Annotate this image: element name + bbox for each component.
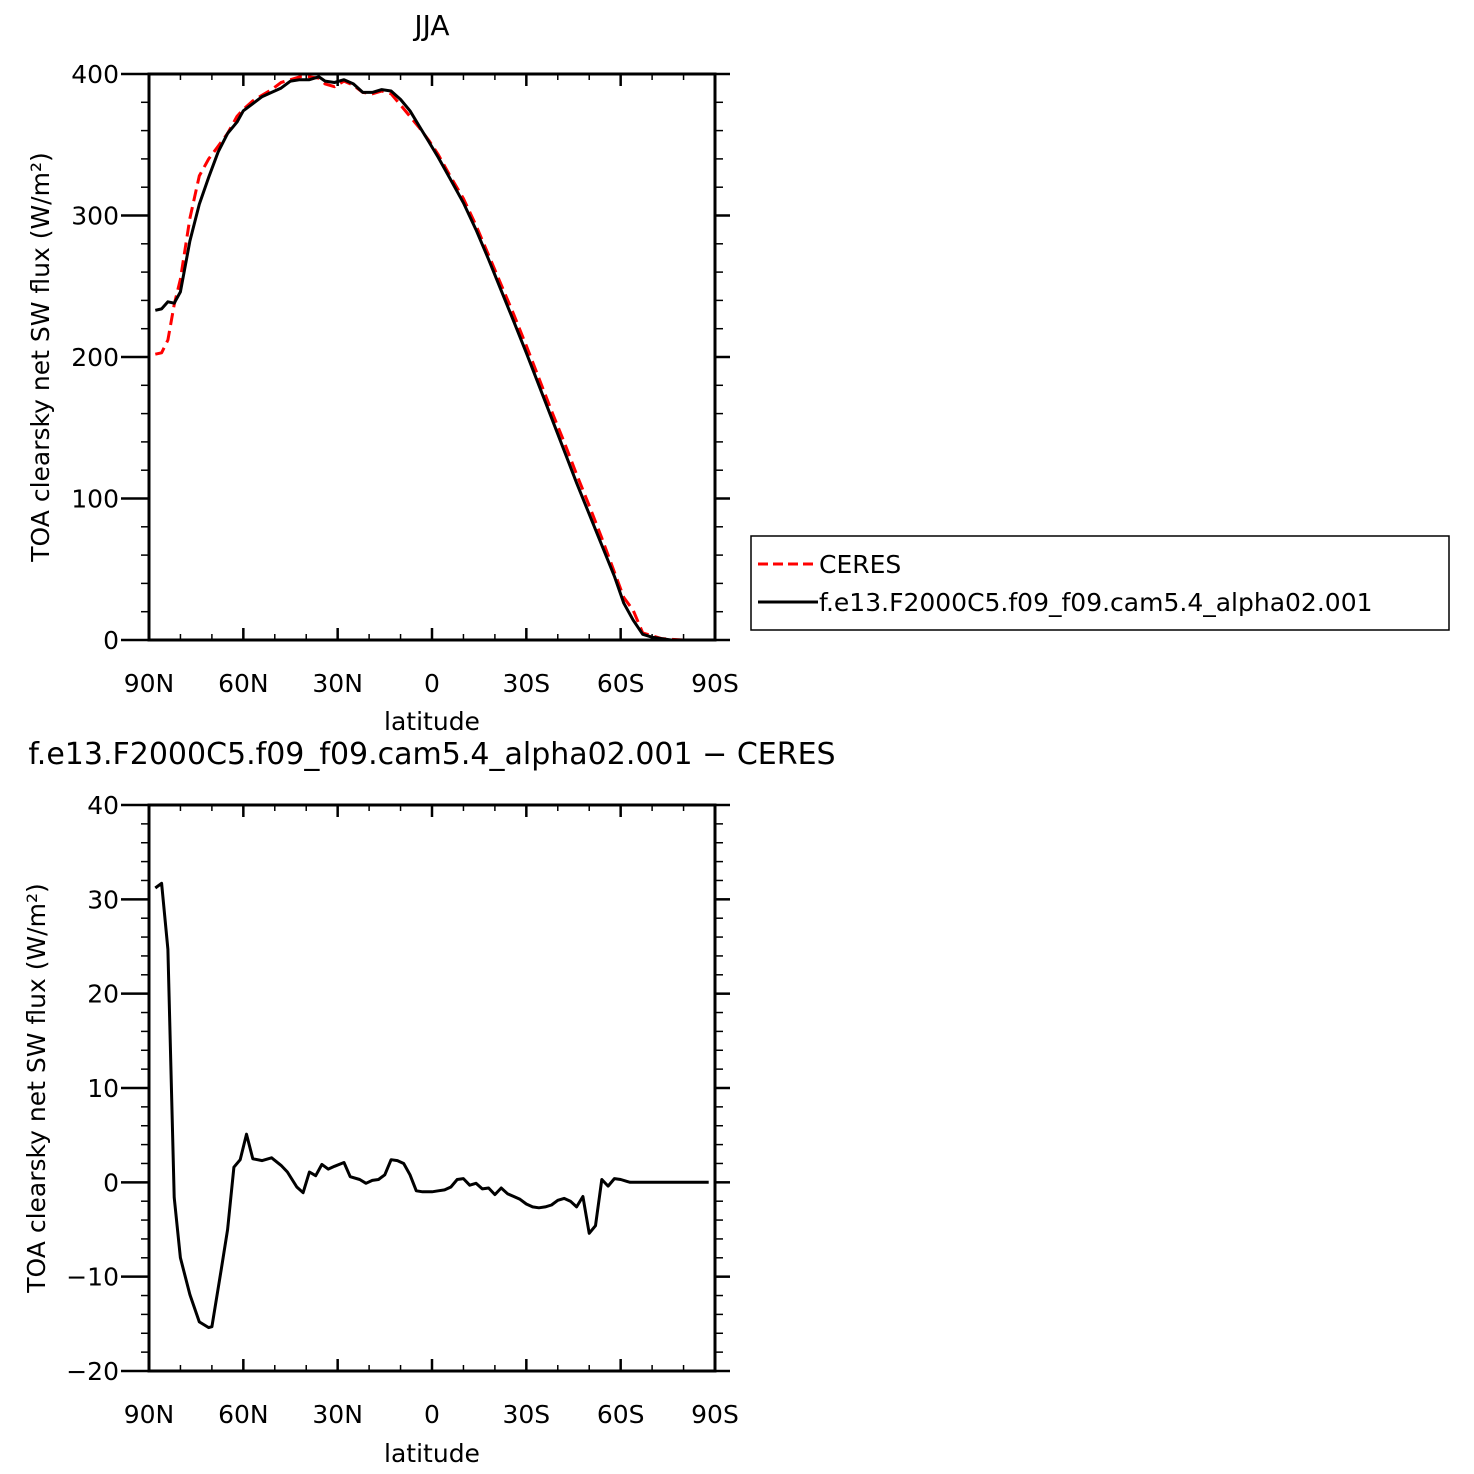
legend: CERES f.e13.F2000C5.f09_f09.cam5.4_alpha… — [750, 535, 1450, 631]
bottom-x-tick-label: 60N — [218, 1400, 269, 1429]
top-series-line-model — [154, 75, 709, 642]
top-x-tick-label: 90S — [691, 669, 739, 698]
top-y-tick-label: 300 — [71, 202, 119, 231]
bottom-y-tick-label: 30 — [87, 885, 119, 914]
legend-box — [750, 535, 1450, 631]
top-x-tick-label: 30N — [312, 669, 363, 698]
top-x-tick-label: 60N — [218, 669, 269, 698]
top-y-tick-label: 100 — [71, 485, 119, 514]
bottom-y-tick-label: −10 — [66, 1263, 119, 1292]
top-x-tick-label: 30S — [502, 669, 550, 698]
bottom-x-tick-label: 30S — [502, 1400, 550, 1429]
bottom-tick-labels: 90N 60N 30N 0 30S 60S 90S −20 −10 0 10 20 30 40 — [66, 791, 739, 1429]
bottom-series-group — [154, 881, 709, 1330]
bottom-x-tick-label: 30N — [312, 1400, 363, 1429]
top-x-axis-label: latitude — [384, 707, 480, 736]
top-x-tick-label: 0 — [424, 669, 440, 698]
top-title: JJA — [412, 9, 449, 42]
bottom-title: f.e13.F2000C5.f09_f09.cam5.4_alpha02.001… — [28, 737, 835, 772]
top-tick-labels: 90N 60N 30N 0 30S 60S 90S 0 100 200 300 400 — [71, 60, 739, 698]
bottom-y-tick-label: 20 — [87, 980, 119, 1009]
legend-label-model: f.e13.F2000C5.f09_f09.cam5.4_alpha02.001 — [819, 588, 1373, 617]
bottom-x-tick-label: 0 — [424, 1400, 440, 1429]
legend-label-ceres: CERES — [819, 550, 901, 579]
bottom-x-tick-label: 90N — [124, 1400, 175, 1429]
bottom-y-tick-label: 10 — [87, 1074, 119, 1103]
top-y-axis-label: TOA clearsky net SW flux (W/m²) — [26, 152, 55, 562]
bottom-y-axis-label: TOA clearsky net SW flux (W/m²) — [22, 883, 51, 1293]
top-y-tick-label: 200 — [71, 343, 119, 372]
bottom-x-tick-label: 60S — [597, 1400, 645, 1429]
bottom-x-tick-label: 90S — [691, 1400, 739, 1429]
top-series-group — [154, 75, 709, 642]
bottom-x-axis-label: latitude — [384, 1439, 480, 1468]
top-panel: JJA 90N 60N 30N 0 30S 60S 90S 0 100 200 300 400 lat… — [26, 9, 739, 736]
top-y-tick-label: 400 — [71, 60, 119, 89]
bottom-y-tick-label: 0 — [103, 1168, 119, 1197]
bottom-y-tick-label: −20 — [66, 1357, 119, 1386]
top-ticks — [121, 72, 730, 642]
bottom-panel: f.e13.F2000C5.f09_f09.cam5.4_alpha02.001… — [22, 737, 836, 1468]
bottom-y-tick-label: 40 — [87, 791, 119, 820]
top-y-tick-label: 0 — [103, 626, 119, 655]
top-x-tick-label: 90N — [124, 669, 175, 698]
bottom-series-line-difference — [154, 881, 709, 1330]
top-plot-frame — [147, 72, 717, 642]
top-x-tick-label: 60S — [597, 669, 645, 698]
bottom-plot-frame — [147, 803, 717, 1373]
